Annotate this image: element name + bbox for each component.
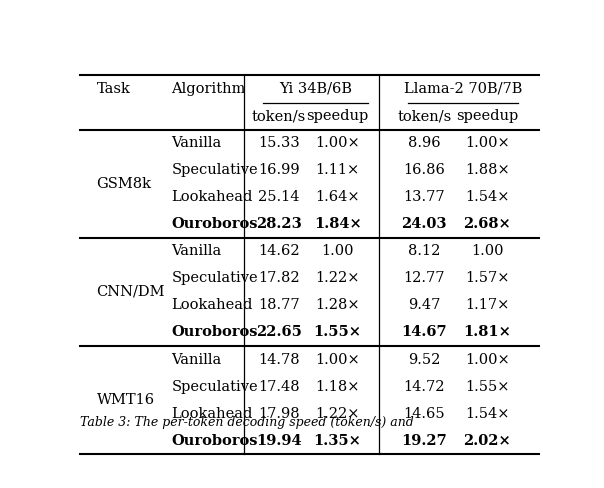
Text: 1.18×: 1.18× bbox=[315, 380, 360, 394]
Text: Lookahead: Lookahead bbox=[172, 407, 253, 421]
Text: 1.84×: 1.84× bbox=[313, 217, 362, 231]
Text: Speculative: Speculative bbox=[172, 163, 258, 177]
Text: 1.00: 1.00 bbox=[471, 244, 504, 258]
Text: 17.48: 17.48 bbox=[259, 380, 300, 394]
Text: 8.96: 8.96 bbox=[408, 136, 440, 150]
Text: Vanilla: Vanilla bbox=[172, 352, 222, 366]
Text: Table 3: The per-token decoding speed (token/s) and: Table 3: The per-token decoding speed (t… bbox=[80, 416, 414, 429]
Text: Task: Task bbox=[97, 82, 130, 96]
Text: 14.62: 14.62 bbox=[259, 244, 300, 258]
Text: speedup: speedup bbox=[456, 109, 519, 123]
Text: 28.23: 28.23 bbox=[256, 217, 302, 231]
Text: 1.57×: 1.57× bbox=[465, 271, 510, 285]
Text: 19.94: 19.94 bbox=[256, 434, 302, 447]
Text: 1.54×: 1.54× bbox=[465, 190, 510, 204]
Text: Ouroboros: Ouroboros bbox=[172, 434, 258, 447]
Text: 1.11×: 1.11× bbox=[315, 163, 360, 177]
Text: 1.00×: 1.00× bbox=[315, 136, 360, 150]
Text: 1.28×: 1.28× bbox=[315, 299, 360, 312]
Text: Llama-2 70B/7B: Llama-2 70B/7B bbox=[403, 82, 522, 96]
Text: 1.00×: 1.00× bbox=[315, 352, 360, 366]
Text: 14.65: 14.65 bbox=[403, 407, 445, 421]
Text: 15.33: 15.33 bbox=[259, 136, 300, 150]
Text: 1.88×: 1.88× bbox=[465, 163, 510, 177]
Text: Ouroboros: Ouroboros bbox=[172, 325, 258, 340]
Text: 14.72: 14.72 bbox=[403, 380, 445, 394]
Text: 14.78: 14.78 bbox=[259, 352, 300, 366]
Text: 16.86: 16.86 bbox=[403, 163, 445, 177]
Text: 1.54×: 1.54× bbox=[465, 407, 510, 421]
Text: Speculative: Speculative bbox=[172, 271, 258, 285]
Text: Vanilla: Vanilla bbox=[172, 244, 222, 258]
Text: token/s: token/s bbox=[252, 109, 306, 123]
Text: GSM8k: GSM8k bbox=[97, 177, 152, 191]
Text: 16.99: 16.99 bbox=[259, 163, 300, 177]
Text: 17.82: 17.82 bbox=[259, 271, 300, 285]
Text: 1.55×: 1.55× bbox=[465, 380, 510, 394]
Text: Vanilla: Vanilla bbox=[172, 136, 222, 150]
Text: CNN/DM: CNN/DM bbox=[97, 285, 165, 299]
Text: Speculative: Speculative bbox=[172, 380, 258, 394]
Text: token/s: token/s bbox=[397, 109, 451, 123]
Text: 22.65: 22.65 bbox=[256, 325, 302, 340]
Text: 1.64×: 1.64× bbox=[315, 190, 360, 204]
Text: Lookahead: Lookahead bbox=[172, 299, 253, 312]
Text: 1.22×: 1.22× bbox=[315, 407, 360, 421]
Text: 2.68×: 2.68× bbox=[463, 217, 512, 231]
Text: Ouroboros: Ouroboros bbox=[172, 217, 258, 231]
Text: 1.00×: 1.00× bbox=[465, 352, 510, 366]
Text: 1.22×: 1.22× bbox=[315, 271, 360, 285]
Text: 1.81×: 1.81× bbox=[463, 325, 512, 340]
Text: 9.47: 9.47 bbox=[408, 299, 440, 312]
Text: 18.77: 18.77 bbox=[259, 299, 300, 312]
Text: Yi 34B/6B: Yi 34B/6B bbox=[279, 82, 352, 96]
Text: 19.27: 19.27 bbox=[402, 434, 447, 447]
Text: 14.67: 14.67 bbox=[402, 325, 447, 340]
Text: Algorithm: Algorithm bbox=[172, 82, 246, 96]
Text: speedup: speedup bbox=[306, 109, 369, 123]
Text: 2.02×: 2.02× bbox=[463, 434, 512, 447]
Text: 1.00: 1.00 bbox=[321, 244, 354, 258]
Text: 1.55×: 1.55× bbox=[313, 325, 362, 340]
Text: 9.52: 9.52 bbox=[408, 352, 440, 366]
Text: WMT16: WMT16 bbox=[97, 393, 155, 407]
Text: 17.98: 17.98 bbox=[259, 407, 300, 421]
Text: Lookahead: Lookahead bbox=[172, 190, 253, 204]
Text: 1.00×: 1.00× bbox=[465, 136, 510, 150]
Text: 8.12: 8.12 bbox=[408, 244, 440, 258]
Text: 1.17×: 1.17× bbox=[465, 299, 510, 312]
Text: 13.77: 13.77 bbox=[403, 190, 445, 204]
Text: 1.35×: 1.35× bbox=[313, 434, 362, 447]
Text: 12.77: 12.77 bbox=[403, 271, 445, 285]
Text: 24.03: 24.03 bbox=[402, 217, 447, 231]
Text: 25.14: 25.14 bbox=[259, 190, 300, 204]
